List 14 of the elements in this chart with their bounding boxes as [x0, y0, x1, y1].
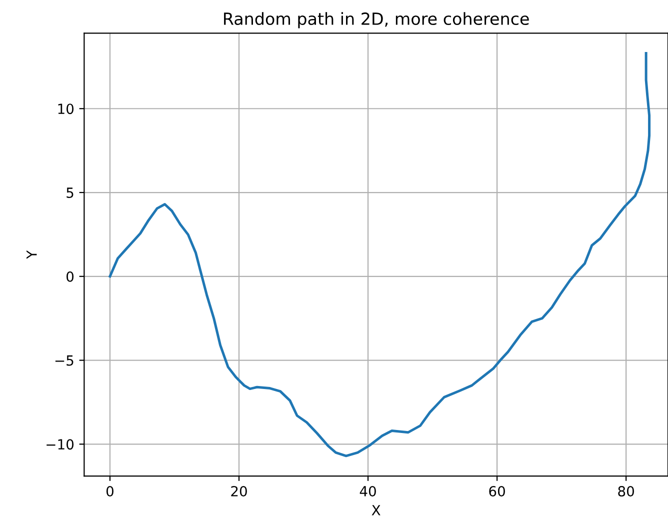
x-tick-label: 80	[618, 486, 634, 497]
y-tick-label: 0	[66, 271, 74, 282]
x-axis-title: X	[372, 505, 380, 516]
x-tick-label: 20	[231, 486, 247, 497]
y-tick-label: 5	[66, 188, 74, 198]
y-tick-label: 10	[58, 104, 74, 114]
x-tick-label: 40	[360, 486, 376, 497]
line-series	[108, 52, 651, 458]
x-tick-label: 0	[106, 486, 114, 497]
x-tick-label: 60	[489, 486, 505, 497]
chart-title: Random path in 2D, more coherence	[224, 12, 529, 28]
y-axis-title: Y	[26, 250, 37, 259]
y-tick-label: −5	[55, 355, 74, 366]
y-tick-label: −10	[46, 439, 74, 450]
